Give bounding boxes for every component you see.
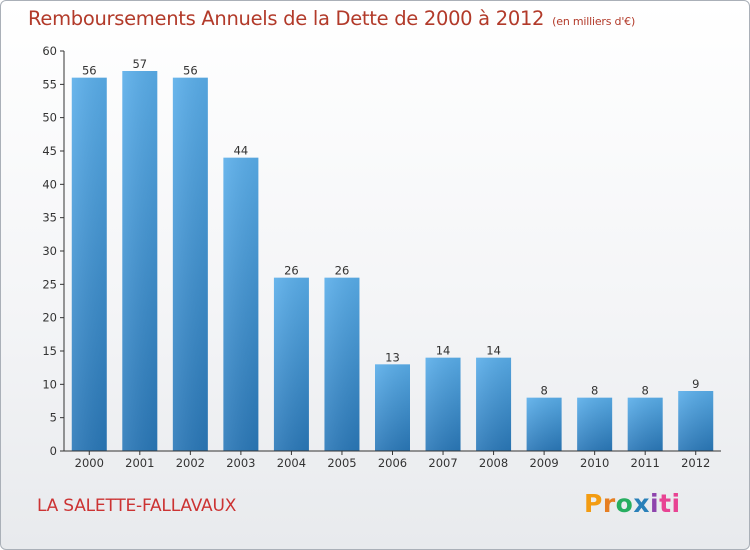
y-tick-label: 50	[42, 111, 57, 125]
x-axis: 2000 2001 2002 2003 2004 2005 2006 2007 2008 2009…	[64, 450, 721, 470]
bar-shade	[273, 277, 309, 451]
x-tick-label: 2002	[176, 456, 205, 470]
bar-shade	[324, 277, 360, 451]
bar-data-label: 26	[284, 264, 299, 278]
bar-data-label: 9	[692, 377, 699, 391]
y-tick-label: 30	[42, 244, 57, 258]
bars: 56 57 56 44 26 26 13 14 14 8 8 8 9	[71, 57, 714, 452]
bar-data-label: 14	[486, 344, 501, 358]
bar-shade	[122, 71, 158, 451]
logo-letter: o	[615, 489, 634, 518]
bar-shade	[577, 397, 613, 451]
logo-letter: P	[584, 489, 603, 518]
bar-shade	[223, 157, 259, 451]
bar-data-label: 8	[642, 384, 649, 398]
bar-data-label: 8	[591, 384, 598, 398]
commune-name: LA SALETTE-FALLAVAUX	[37, 496, 237, 516]
x-tick-label: 2003	[226, 456, 255, 470]
bar-data-label: 57	[132, 57, 147, 71]
y-tick-label: 10	[42, 377, 57, 391]
bar-shade	[627, 397, 663, 451]
x-tick-label: 2001	[125, 456, 154, 470]
x-tick-label: 2007	[428, 456, 457, 470]
x-tick-label: 2000	[75, 456, 104, 470]
bar-data-label: 13	[385, 350, 400, 364]
logo-letter: i	[650, 489, 660, 518]
x-tick-label: 2004	[277, 456, 306, 470]
bar-shade	[71, 77, 107, 452]
y-tick-label: 40	[42, 177, 57, 191]
x-tick-label: 2006	[378, 456, 407, 470]
bar-data-label: 56	[183, 64, 198, 78]
chart-title-main: Remboursements Annuels de la Dette de 20…	[28, 7, 545, 30]
chart-title-unit: (en milliers d'€)	[552, 15, 636, 28]
bar-data-label: 8	[540, 384, 547, 398]
bar-data-label: 44	[234, 144, 249, 158]
y-tick-label: 55	[42, 77, 57, 91]
y-tick-label: 5	[50, 411, 57, 425]
y-tick-label: 20	[42, 311, 57, 325]
bar-data-label: 26	[335, 264, 350, 278]
proxiti-logo: Proxiti	[584, 489, 681, 518]
x-tick-label: 2011	[631, 456, 660, 470]
y-tick-label: 45	[42, 144, 57, 158]
logo-letter: ti	[659, 489, 681, 518]
x-tick-label: 2010	[580, 456, 609, 470]
bar-shade	[375, 364, 410, 451]
bar-shade	[526, 397, 562, 451]
y-tick-label: 60	[42, 44, 57, 58]
chart-title: Remboursements Annuels de la Dette de 20…	[28, 7, 635, 30]
y-tick-label: 35	[42, 211, 57, 225]
bar-data-label: 14	[436, 344, 451, 358]
bar-shade	[678, 391, 714, 451]
y-tick-label: 0	[50, 444, 57, 458]
bar-shade	[172, 77, 208, 452]
bar-data-label: 56	[82, 64, 97, 78]
logo-letter: r	[602, 489, 616, 518]
y-axis: 0 5 10 15 20 25 30 35 40 45 50 55 60	[42, 44, 65, 458]
logo-letter: x	[633, 489, 650, 518]
x-tick-label: 2012	[681, 456, 710, 470]
x-tick-label: 2009	[529, 456, 558, 470]
x-tick-label: 2005	[327, 456, 356, 470]
bar-shade	[476, 357, 512, 451]
y-tick-label: 15	[42, 344, 57, 358]
y-tick-label: 25	[42, 277, 57, 291]
x-tick-label: 2008	[479, 456, 508, 470]
bar-shade	[425, 357, 461, 451]
